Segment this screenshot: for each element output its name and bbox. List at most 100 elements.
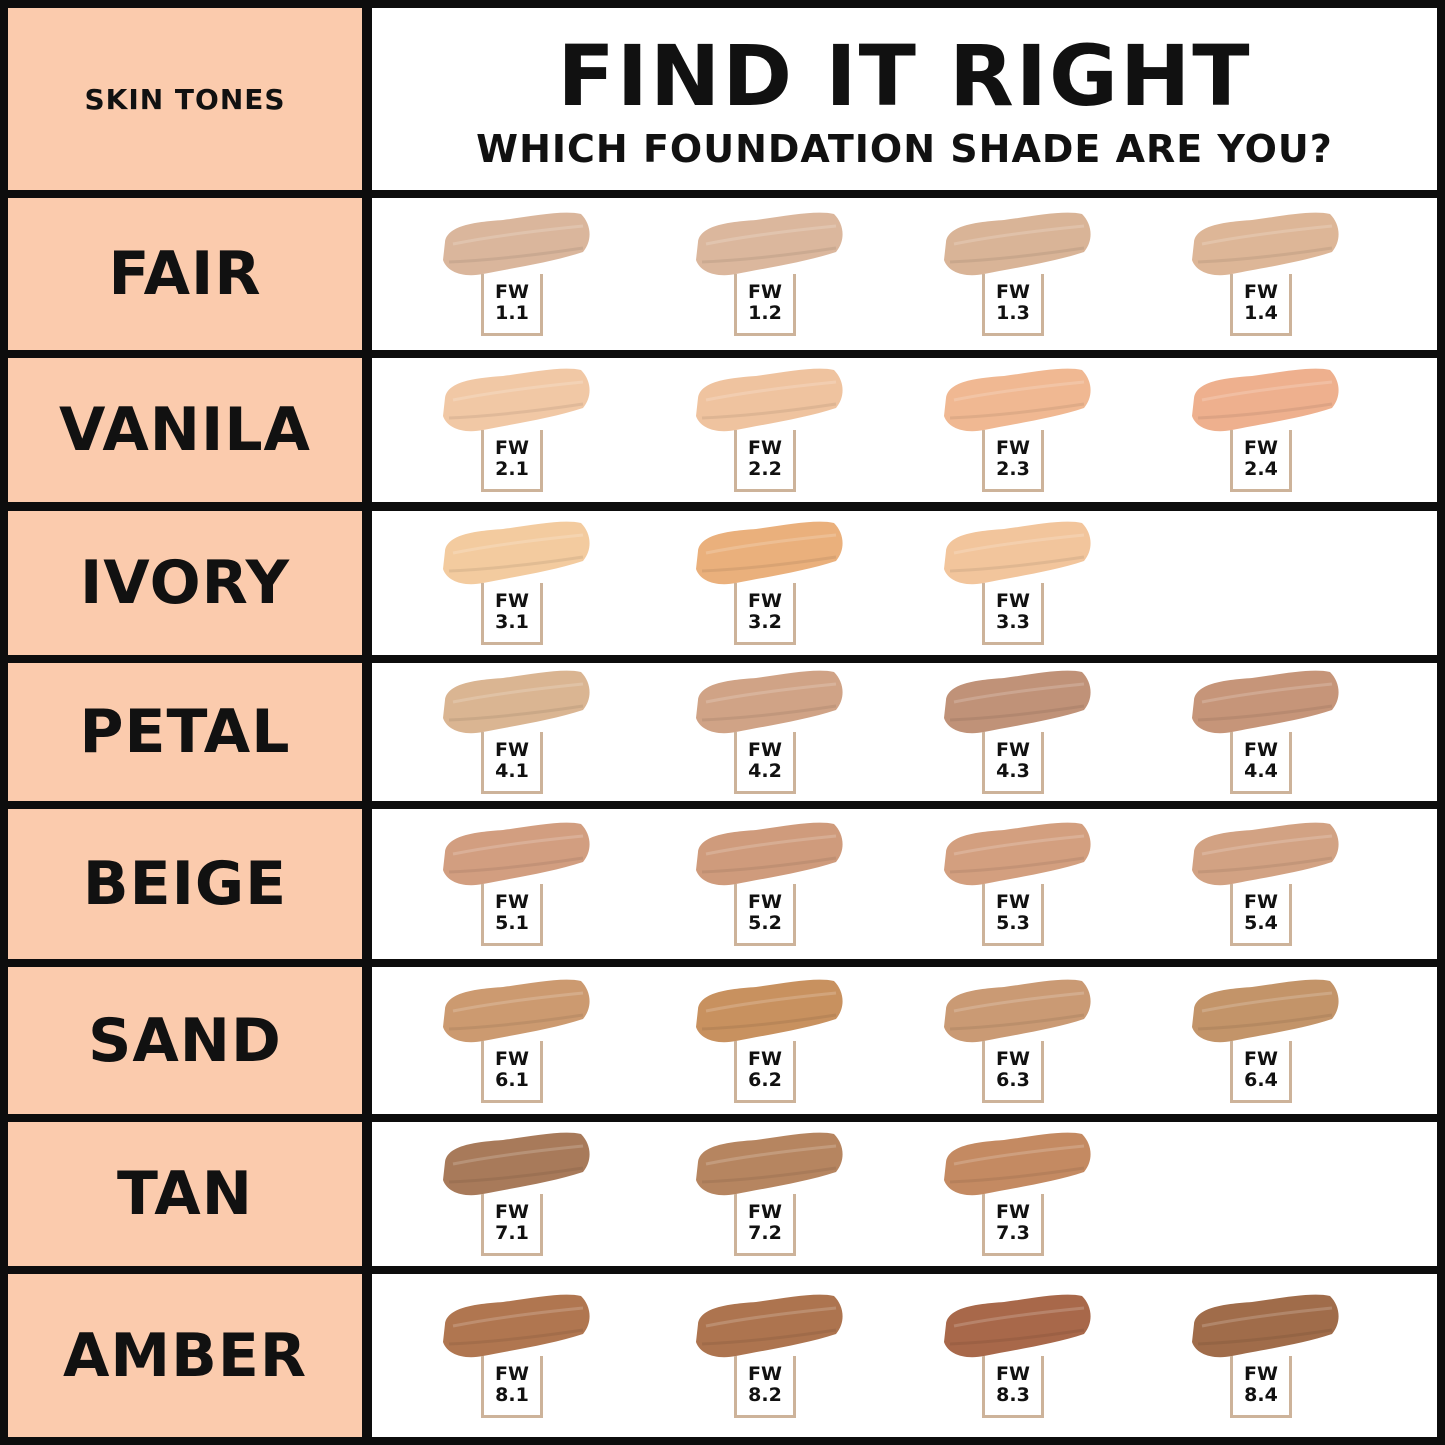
shade-swatch: FW 7.2	[686, 1124, 846, 1264]
shade-swatch: FW 1.2	[686, 204, 846, 344]
swatch-smear	[696, 822, 843, 886]
shade-prefix: FW	[495, 281, 529, 303]
shade-code: 8.3	[996, 1383, 1030, 1406]
swatch-smear	[944, 979, 1091, 1042]
shade-prefix: FW	[495, 437, 529, 459]
shade-swatch: FW 2.2	[686, 360, 846, 500]
shade-prefix: FW	[1244, 739, 1278, 761]
skin-tone-name: BEIGE	[82, 849, 288, 919]
shade-prefix: FW	[996, 1047, 1030, 1070]
shade-code: 6.1	[495, 1068, 529, 1091]
shade-swatch: FW 5.3	[934, 814, 1094, 954]
shade-code-box: FW 8.1	[481, 1355, 543, 1418]
shade-code: 4.2	[748, 760, 782, 782]
swatch-smear	[1192, 1294, 1339, 1357]
swatch-smear	[696, 212, 843, 276]
shade-code: 6.4	[1244, 1068, 1278, 1091]
shade-swatch: FW 5.4	[1182, 814, 1342, 954]
shade-prefix: FW	[1244, 281, 1278, 303]
shade-prefix: FW	[996, 590, 1030, 612]
shade-swatch: FW 7.3	[934, 1124, 1094, 1264]
shade-code-box: FW 3.1	[481, 583, 543, 645]
shade-code-box: FW 3.3	[982, 583, 1044, 645]
page-title: FIND IT RIGHT	[557, 27, 1252, 125]
skin-tone-name: TAN	[117, 1159, 253, 1229]
shade-swatch: FW 8.2	[686, 1286, 846, 1426]
skin-tone-name: VANILA	[58, 395, 311, 465]
shade-code-box: FW 2.1	[481, 430, 543, 492]
shade-swatch: FW 3.3	[934, 513, 1094, 653]
skin-tone-name: FAIR	[108, 239, 262, 309]
skin-tone-label: PETAL	[8, 663, 362, 801]
skin-tone-label: BEIGE	[8, 809, 362, 959]
shade-code-box: FW 6.3	[982, 1040, 1044, 1103]
shade-code-box: FW 6.4	[1230, 1040, 1292, 1103]
skin-tone-label: AMBER	[8, 1274, 362, 1437]
shade-prefix: FW	[996, 437, 1030, 459]
shade-code: 1.1	[495, 302, 529, 324]
shade-row: FW 7.1 FW 7.2 FW 7.3	[372, 1122, 1437, 1266]
shade-prefix: FW	[495, 1362, 529, 1385]
shade-swatch: FW 6.4	[1182, 971, 1342, 1111]
shade-prefix: FW	[748, 437, 782, 459]
shade-code-box: FW 6.1	[481, 1040, 543, 1103]
swatch-smear	[696, 1294, 843, 1357]
shade-code: 6.2	[748, 1068, 782, 1091]
skin-tone-label: SAND	[8, 967, 362, 1114]
swatch-smear	[443, 212, 590, 276]
shade-swatch: FW 2.1	[433, 360, 593, 500]
shade-code: 8.1	[495, 1383, 529, 1406]
shade-code: 4.3	[996, 760, 1030, 782]
swatch-smear	[1192, 822, 1339, 886]
shade-swatch: FW 3.1	[433, 513, 593, 653]
shade-row: FW 8.1 FW 8.2 FW 8.3 FW 8.4	[372, 1274, 1437, 1437]
shade-code: 1.2	[748, 302, 782, 324]
shade-code: 8.4	[1244, 1383, 1278, 1406]
shade-code: 7.2	[748, 1222, 782, 1244]
swatch-smear	[696, 979, 843, 1042]
swatch-smear	[443, 822, 590, 886]
swatch-smear	[944, 1132, 1091, 1196]
shade-code: 7.1	[495, 1222, 529, 1244]
skin-tone-label: VANILA	[8, 358, 362, 502]
swatch-smear	[696, 521, 843, 585]
shade-swatch: FW 2.3	[934, 360, 1094, 500]
shade-prefix: FW	[996, 891, 1030, 913]
shade-prefix: FW	[748, 739, 782, 761]
swatch-smear	[944, 1294, 1091, 1357]
shade-prefix: FW	[495, 590, 529, 612]
shade-code-box: FW 2.3	[982, 430, 1044, 492]
swatch-smear	[944, 822, 1091, 886]
shade-code: 5.4	[1244, 912, 1278, 934]
swatch-smear	[696, 368, 843, 432]
shade-code-box: FW 4.1	[481, 732, 543, 794]
shade-code: 1.4	[1244, 302, 1278, 324]
shade-row: FW 3.1 FW 3.2 FW 3.3	[372, 511, 1437, 655]
swatch-smear	[944, 212, 1091, 276]
shade-swatch: FW 4.2	[686, 662, 846, 802]
shade-code-box: FW 4.3	[982, 732, 1044, 794]
shade-swatch: FW 8.4	[1182, 1286, 1342, 1426]
shade-code: 3.1	[495, 611, 529, 633]
shade-swatch: FW 1.1	[433, 204, 593, 344]
shade-code-box: FW 7.1	[481, 1194, 543, 1256]
shade-prefix: FW	[748, 1201, 782, 1223]
shade-code-box: FW 7.3	[982, 1194, 1044, 1256]
swatch-smear	[443, 670, 590, 734]
shade-code-box: FW 8.2	[734, 1355, 796, 1418]
swatch-smear	[443, 1132, 590, 1196]
shade-swatch: FW 8.3	[934, 1286, 1094, 1426]
shade-code: 1.3	[996, 302, 1030, 324]
shade-swatch: FW 6.3	[934, 971, 1094, 1111]
skin-tone-name: AMBER	[62, 1320, 308, 1391]
shade-prefix: FW	[748, 281, 782, 303]
shade-code-box: FW 8.3	[982, 1355, 1044, 1418]
swatch-smear	[696, 670, 843, 734]
shade-swatch: FW 1.3	[934, 204, 1094, 344]
shade-swatch: FW 3.2	[686, 513, 846, 653]
shade-code-box: FW 5.3	[982, 884, 1044, 946]
shade-swatch: FW 8.1	[433, 1286, 593, 1426]
shade-prefix: FW	[996, 281, 1030, 303]
shade-code-box: FW 8.4	[1230, 1355, 1292, 1418]
swatch-smear	[1192, 368, 1339, 432]
